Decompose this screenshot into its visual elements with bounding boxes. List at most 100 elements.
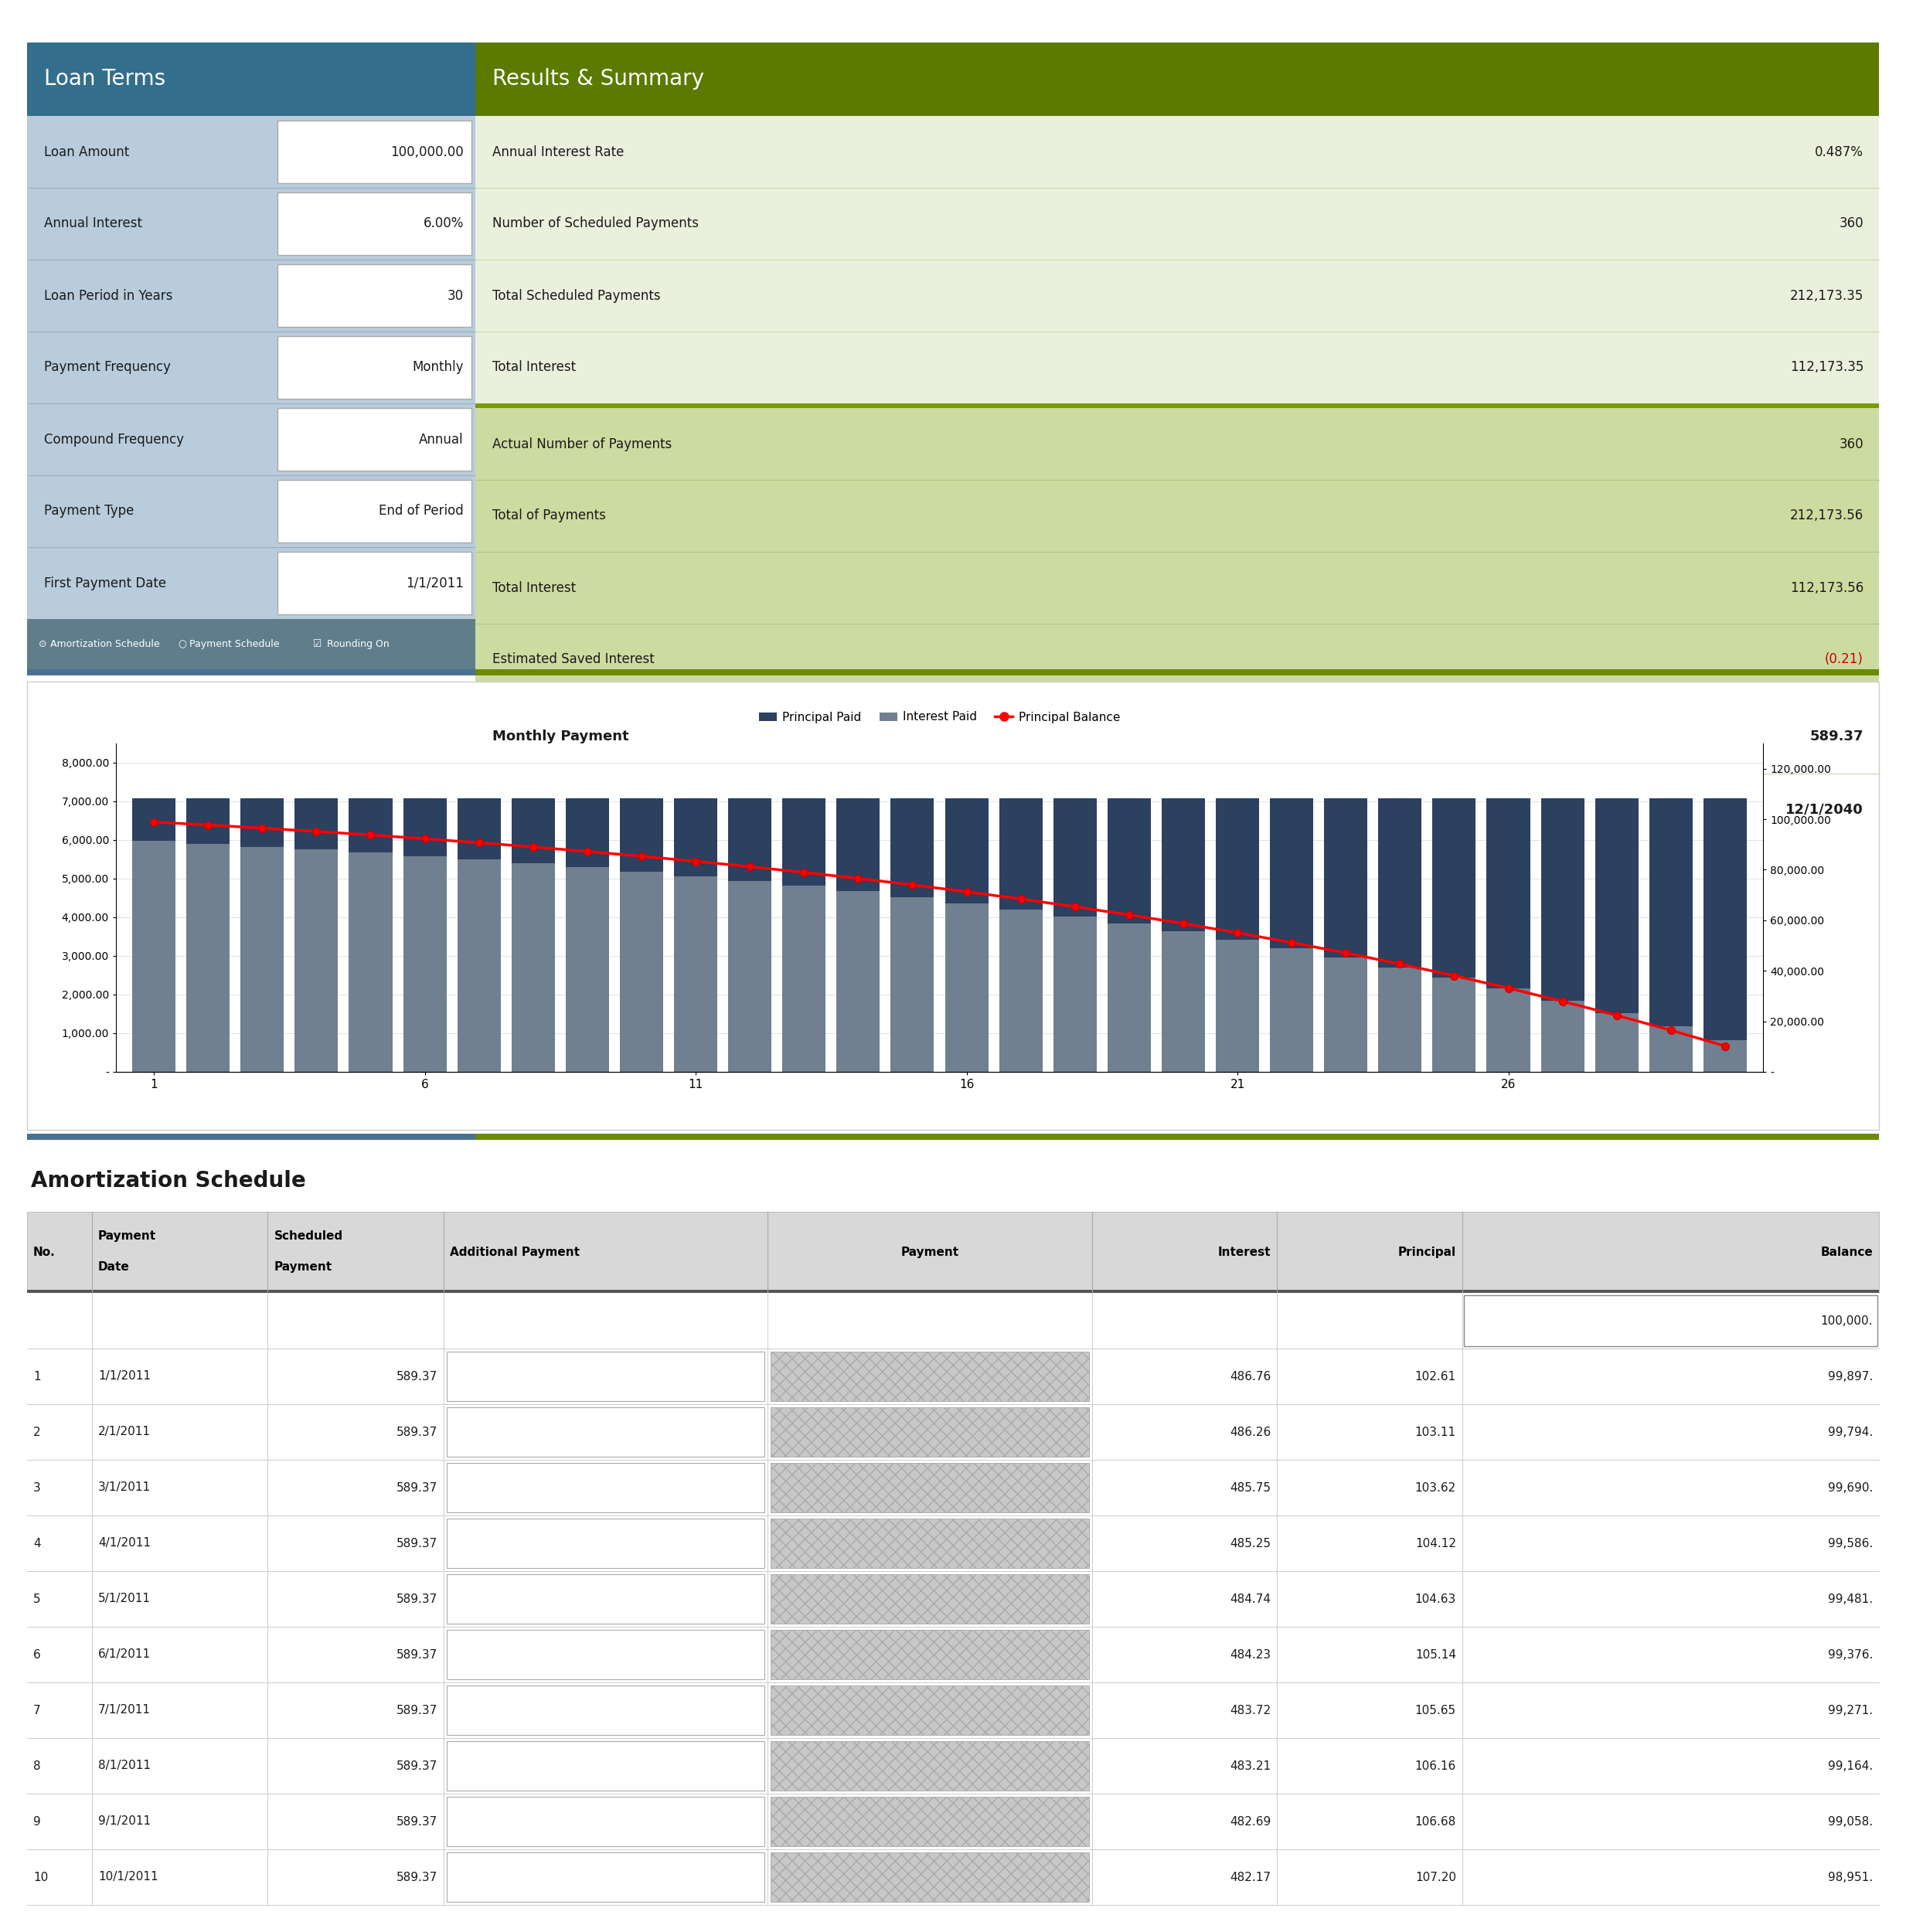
Bar: [446, 1741, 764, 1791]
Text: 1: 1: [32, 1370, 40, 1381]
Text: Annual Interest: Annual Interest: [44, 216, 143, 230]
Text: 99,058.: 99,058.: [1828, 1816, 1874, 1828]
Text: Interest: Interest: [1218, 1246, 1271, 1258]
Text: 99,481.: 99,481.: [1828, 1594, 1874, 1605]
Text: Amortization Schedule: Amortization Schedule: [30, 1171, 305, 1192]
Text: Compound Frequency: Compound Frequency: [44, 433, 185, 446]
Bar: [27, 668, 475, 676]
Text: Total of Payments: Total of Payments: [492, 508, 606, 524]
Bar: [27, 682, 1879, 1130]
Text: Payment: Payment: [97, 1231, 156, 1242]
Text: Results & Summary: Results & Summary: [492, 68, 703, 91]
Text: 12/1/2040: 12/1/2040: [1786, 802, 1864, 817]
Bar: [475, 332, 1879, 404]
Text: Actual Number of Payments: Actual Number of Payments: [492, 437, 671, 450]
Text: Payment: Payment: [902, 1246, 959, 1258]
Bar: [511, 798, 555, 864]
Text: 107.20: 107.20: [1414, 1872, 1456, 1884]
Bar: [770, 1631, 1088, 1679]
Text: 6/1/2011: 6/1/2011: [97, 1648, 151, 1660]
Bar: [837, 891, 881, 1072]
Bar: [1269, 949, 1313, 1072]
Text: 99,586.: 99,586.: [1828, 1538, 1874, 1549]
Text: Payment Type: Payment Type: [44, 504, 133, 518]
Bar: [278, 336, 471, 398]
Bar: [27, 618, 475, 668]
Bar: [27, 1849, 1879, 1905]
Bar: [1216, 798, 1260, 939]
Text: Principal: Principal: [1397, 1246, 1456, 1258]
Bar: [1704, 1039, 1746, 1072]
Bar: [27, 1461, 1879, 1515]
Bar: [27, 116, 475, 668]
Bar: [566, 798, 610, 867]
Bar: [1487, 989, 1531, 1072]
Bar: [475, 699, 1879, 773]
Text: Total Scheduled Payments: Total Scheduled Payments: [492, 288, 661, 303]
Text: Balance: Balance: [1820, 1246, 1874, 1258]
Text: 102.61: 102.61: [1414, 1370, 1456, 1381]
Text: 99,897.: 99,897.: [1828, 1370, 1874, 1381]
Bar: [278, 120, 471, 184]
Bar: [475, 116, 1879, 187]
Text: 589.37: 589.37: [396, 1538, 438, 1549]
Bar: [770, 1685, 1088, 1735]
Bar: [1161, 798, 1205, 931]
Text: 212,173.56: 212,173.56: [1790, 508, 1864, 524]
Text: 106.68: 106.68: [1414, 1816, 1456, 1828]
Bar: [770, 1853, 1088, 1901]
Bar: [295, 798, 337, 850]
Bar: [187, 798, 231, 844]
Text: Monthly: Monthly: [412, 361, 463, 375]
Bar: [945, 798, 987, 902]
Bar: [1107, 798, 1151, 923]
Text: 100,000.: 100,000.: [1820, 1316, 1874, 1327]
Bar: [27, 1134, 475, 1140]
Text: 112,173.56: 112,173.56: [1790, 582, 1864, 595]
Bar: [349, 852, 393, 1072]
Text: 589.37: 589.37: [396, 1594, 438, 1605]
Bar: [770, 1519, 1088, 1569]
Bar: [1325, 958, 1367, 1072]
Bar: [475, 43, 1879, 116]
Bar: [1378, 968, 1422, 1072]
Bar: [446, 1685, 764, 1735]
Text: 589.37: 589.37: [396, 1648, 438, 1660]
Bar: [770, 1352, 1088, 1401]
Bar: [781, 887, 825, 1072]
Bar: [446, 1575, 764, 1623]
Text: 8/1/2011: 8/1/2011: [97, 1760, 151, 1772]
Text: (0.21): (0.21): [1824, 653, 1864, 667]
Bar: [132, 840, 175, 1072]
Bar: [402, 798, 446, 856]
Text: 589.37: 589.37: [396, 1704, 438, 1716]
Bar: [278, 553, 471, 614]
Bar: [278, 408, 471, 471]
Text: 484.74: 484.74: [1229, 1594, 1271, 1605]
Bar: [1487, 798, 1531, 989]
Bar: [1378, 798, 1422, 968]
Bar: [475, 696, 1879, 699]
Bar: [1161, 931, 1205, 1072]
Bar: [1704, 798, 1746, 1039]
Text: 360: 360: [1839, 216, 1864, 230]
Text: ⊙: ⊙: [38, 639, 48, 649]
Text: Annual: Annual: [419, 433, 463, 446]
Text: 8: 8: [32, 1760, 40, 1772]
Text: Total Interest: Total Interest: [492, 582, 576, 595]
Text: Additional Payment: Additional Payment: [450, 1246, 579, 1258]
Text: 30: 30: [448, 288, 463, 303]
Bar: [1595, 1012, 1639, 1072]
Bar: [770, 1352, 1088, 1401]
Bar: [675, 798, 717, 875]
Text: 486.76: 486.76: [1229, 1370, 1271, 1381]
Bar: [27, 1571, 1879, 1627]
Bar: [187, 844, 231, 1072]
Bar: [446, 1631, 764, 1679]
Text: Monthly Payment: Monthly Payment: [492, 730, 629, 744]
Bar: [770, 1741, 1088, 1791]
Text: 589.37: 589.37: [396, 1872, 438, 1884]
Text: 99,271.: 99,271.: [1828, 1704, 1874, 1716]
Text: 4/1/2011: 4/1/2011: [97, 1538, 151, 1549]
Bar: [27, 1291, 1879, 1293]
